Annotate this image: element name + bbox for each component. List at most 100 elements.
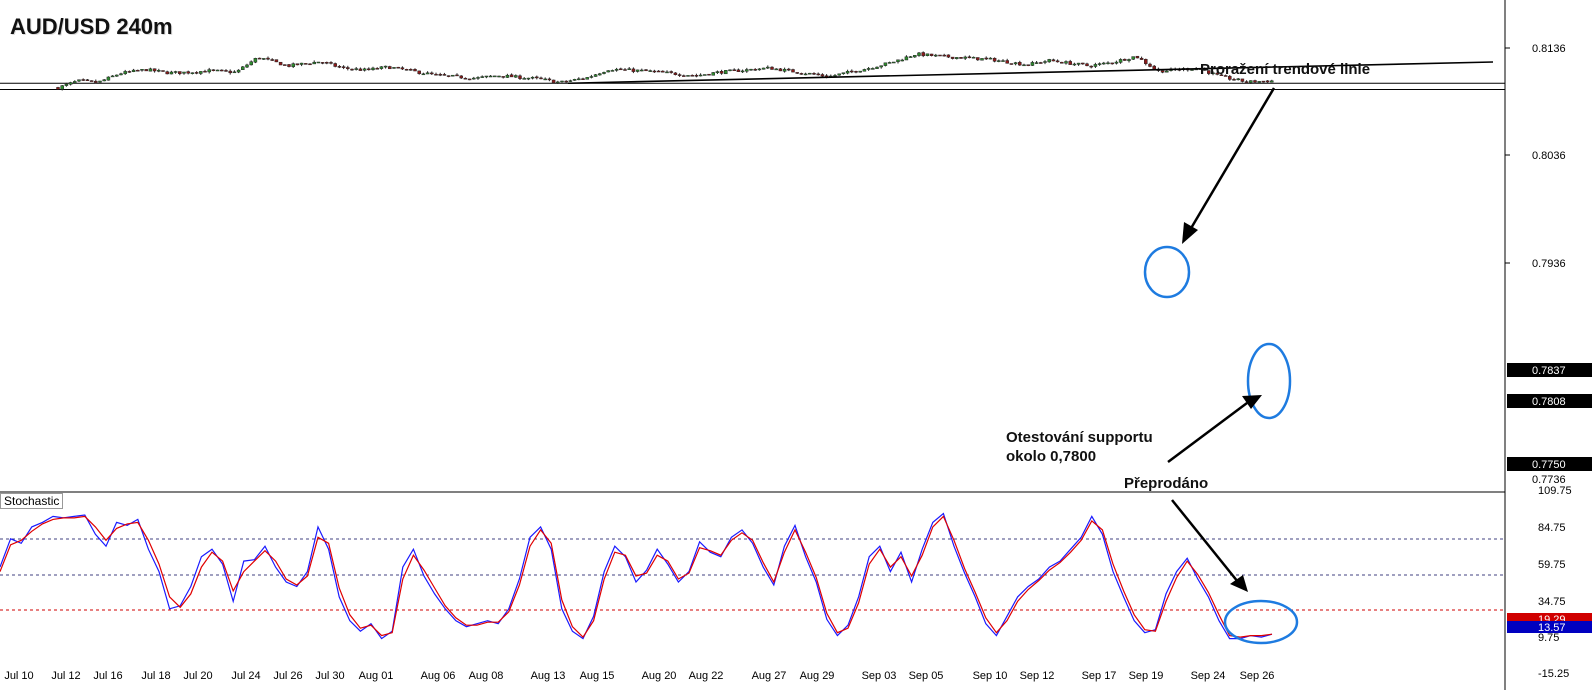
candle-body [371, 67, 375, 71]
candle-body [1232, 79, 1236, 81]
candle-body [295, 63, 300, 66]
candle-body [1064, 61, 1068, 64]
candle-body [1215, 72, 1219, 75]
oversold-circle [1223, 599, 1299, 645]
annotation-breakout: Proražení trendové linie [1200, 61, 1371, 78]
candle-body [480, 76, 484, 78]
candle-body [1253, 80, 1257, 83]
x-tick-label: Jul 10 [4, 670, 33, 682]
candle-body [291, 63, 295, 67]
candle-body [988, 57, 993, 60]
candle-body [77, 79, 81, 82]
candle-body [774, 68, 778, 71]
candle-body [560, 80, 564, 83]
candle-body [598, 73, 602, 76]
candle-body [1072, 63, 1077, 66]
candle-body [757, 68, 762, 71]
indicator-label: Stochastic [0, 493, 64, 509]
candle-body [648, 70, 652, 72]
candle-body [1001, 60, 1005, 62]
candle-body [1219, 74, 1224, 76]
candle-body [127, 71, 132, 73]
candle-body [1013, 62, 1018, 65]
candle-body [770, 66, 774, 70]
candle-body [803, 73, 808, 76]
candle-body [1123, 58, 1127, 61]
candle-body [413, 69, 417, 72]
oversold-arrow [1171, 499, 1239, 583]
candle-body [325, 62, 329, 64]
candle-body [816, 73, 820, 76]
candle-body [585, 77, 589, 80]
x-tick-label: Aug 13 [531, 670, 566, 682]
x-tick-label: Aug 08 [469, 670, 504, 682]
candle-body [614, 68, 619, 71]
candle-body [1118, 59, 1123, 63]
x-tick-label: Sep 26 [1240, 670, 1275, 682]
candle-body [913, 55, 917, 58]
candle-body [346, 67, 350, 69]
candle-body [535, 76, 539, 79]
candle-body [484, 75, 489, 78]
stoch-value-box [1507, 621, 1592, 633]
candle-body [249, 61, 253, 66]
candle-body [194, 72, 199, 74]
candle-body [1127, 59, 1131, 62]
candle-body [593, 74, 598, 77]
candle-body [740, 70, 745, 73]
stoch-k-line [0, 512, 1273, 640]
price-marker-label: 0.7837 [1532, 365, 1566, 377]
candle-body [686, 75, 690, 77]
candle-body [56, 87, 60, 90]
stoch-tick-label: 9.75 [1538, 632, 1559, 644]
candle-body [1089, 65, 1093, 68]
candle-body [656, 70, 661, 73]
candle-body [404, 69, 409, 71]
breakout-arrowhead [1182, 222, 1198, 244]
candle-body [984, 57, 988, 60]
candle-body [782, 68, 787, 72]
candle-body [728, 69, 732, 72]
candle-body [997, 60, 1001, 62]
candle-body [270, 59, 274, 61]
candle-body [778, 68, 783, 72]
candle-body [333, 63, 337, 67]
candle-body [1148, 63, 1152, 67]
candle-body [304, 63, 308, 65]
x-tick-label: Aug 20 [642, 670, 677, 682]
candle-body [392, 67, 396, 69]
candle-body [64, 83, 69, 86]
candle-body [854, 71, 858, 73]
candle-body [451, 74, 455, 77]
candle-body [1022, 64, 1026, 67]
candle-body [148, 68, 153, 72]
candle-body [157, 70, 161, 72]
stoch-tick-label: 109.75 [1538, 485, 1572, 497]
candle-body [144, 69, 148, 72]
candle-body [551, 79, 556, 84]
candle-body [68, 82, 73, 85]
candle-body [631, 68, 636, 72]
chart-title: AUD/USD 240m [10, 14, 173, 39]
price-marker-label: 0.7808 [1532, 396, 1566, 408]
candle-body [610, 70, 615, 72]
candle-body [165, 71, 169, 75]
candle-body [308, 63, 312, 66]
candle-body [669, 71, 673, 73]
candle-body [896, 59, 900, 63]
candle-body [543, 78, 547, 81]
candle-body [215, 69, 220, 72]
candle-body [1249, 80, 1253, 83]
candle-body [703, 74, 707, 76]
candle-body [866, 68, 871, 70]
candle-body [236, 69, 241, 73]
candle-body [904, 56, 909, 61]
candle-body [467, 78, 472, 81]
candle-body [665, 71, 669, 74]
candle-body [140, 69, 144, 71]
x-tick-label: Sep 05 [909, 670, 944, 682]
candle-body [736, 69, 741, 72]
candle-body [1085, 63, 1089, 67]
oversold-arrowhead [1230, 575, 1248, 592]
x-tick-label: Sep 19 [1129, 670, 1164, 682]
